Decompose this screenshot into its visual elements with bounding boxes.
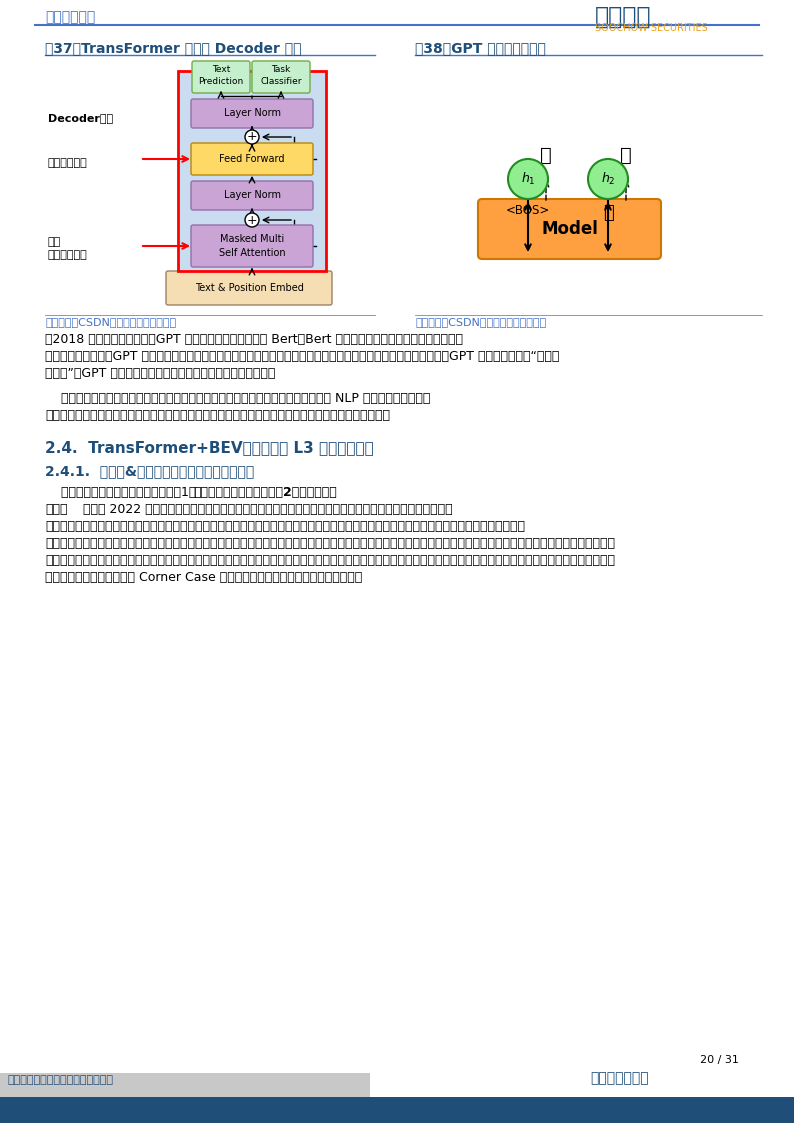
Text: 2.4.  TransFormer+BEV，加速推动 L3 智能驾驶落地: 2.4. TransFormer+BEV，加速推动 L3 智能驾驶落地 bbox=[45, 440, 374, 455]
FancyBboxPatch shape bbox=[478, 199, 661, 259]
Text: ?: ? bbox=[542, 179, 550, 193]
Text: 处理、语言处理、视频处理等多个维度的应用在不断的加强，也有望给整个汽车智能化趋势进一步赋能。: 处理、语言处理、视频处理等多个维度的应用在不断的加强，也有望给整个汽车智能化趋势… bbox=[45, 409, 390, 422]
FancyBboxPatch shape bbox=[191, 225, 313, 267]
Text: 2.4.1.  模块化&端到端，智能驾驶两大算法框架: 2.4.1. 模块化&端到端，智能驾驶两大算法框架 bbox=[45, 464, 254, 478]
FancyBboxPatch shape bbox=[252, 61, 310, 93]
Text: SOOCHOW SECURITIES: SOOCHOW SECURITIES bbox=[595, 22, 707, 33]
Text: 大模型的生成能力持续提升，结合前文提到的多模态的输入和输出能力，不仅仅在 NLP 领域，大模型在图像: 大模型的生成能力持续提升，结合前文提到的多模态的输入和输出能力，不仅仅在 NLP… bbox=[45, 392, 430, 405]
Text: +: + bbox=[247, 130, 257, 144]
Text: +: + bbox=[247, 213, 257, 227]
Text: 。截至 2022 年，业界采用最多的自动驾驶架构还是模块化自动驾驶系统，它的优点是整个架构非常简洁，: 。截至 2022 年，业界采用最多的自动驾驶架构还是模块化自动驾驶系统，它的优点… bbox=[83, 503, 453, 515]
Text: 东: 东 bbox=[603, 204, 614, 222]
Text: 东: 东 bbox=[540, 146, 552, 165]
Text: $h_2$: $h_2$ bbox=[601, 171, 615, 188]
Text: 前馈神经网络: 前馈神经网络 bbox=[48, 158, 88, 168]
Text: 通过感知层、决策规划层和执行控制层三层来解构整个系统的感知、决策和执行工作。同时，每一层还可以细分成不同的模块和子模块，这样对于: 通过感知层、决策规划层和执行控制层三层来解构整个系统的感知、决策和执行工作。同时… bbox=[45, 520, 525, 533]
Text: Text & Position Embed: Text & Position Embed bbox=[195, 283, 303, 293]
Text: 要人工设计所有的模块，并且受困于算力所限，无法对所有的子模块都采用深度学习网络进行升级。因此对于模块化自动驾驶系统，可能用很少的精力就能够解决大部分的自: 要人工设计所有的模块，并且受困于算力所限，无法对所有的子模块都采用深度学习网络进… bbox=[45, 554, 615, 567]
Text: Layer Norm: Layer Norm bbox=[223, 191, 280, 201]
Text: <BOS>: <BOS> bbox=[506, 204, 550, 217]
Text: 动驾驶场景，但是少部分的 Corner Case 会耗费大量的精力去进行一一的标准解决。: 动驾驶场景，但是少部分的 Corner Case 会耗费大量的精力去进行一一的标… bbox=[45, 570, 362, 584]
Text: $h_1$: $h_1$ bbox=[521, 171, 535, 188]
Text: Self Attention: Self Attention bbox=[218, 248, 285, 258]
Text: 多头自注意力: 多头自注意力 bbox=[48, 250, 88, 261]
Text: Feed Forward: Feed Forward bbox=[219, 154, 285, 164]
Text: Prediction: Prediction bbox=[198, 77, 244, 86]
Text: 自然语言生成任务，GPT 跳过自然语言理解任务，直接面向自然语言生成任务，但随着大模型参数和数据的不断增长，GPT 的技术路线开始“量变引: 自然语言生成任务，GPT 跳过自然语言理解任务，直接面向自然语言生成任务，但随着… bbox=[45, 350, 560, 363]
Text: Task: Task bbox=[272, 65, 291, 74]
Text: 数据来源：CSDN，东吴证券研究所绘制: 数据来源：CSDN，东吴证券研究所绘制 bbox=[45, 317, 176, 327]
Bar bbox=[0, 1072, 370, 1097]
Text: 行业深度报告: 行业深度报告 bbox=[45, 10, 95, 24]
Text: 图37：TransFormer 结构的 Decoder 部分: 图37：TransFormer 结构的 Decoder 部分 bbox=[45, 42, 302, 55]
Text: Text: Text bbox=[212, 65, 230, 74]
FancyBboxPatch shape bbox=[191, 99, 313, 128]
Text: 吴: 吴 bbox=[620, 146, 632, 165]
Text: 起质变”，GPT 所代表的生成式大模型逐步成为主流的技术路线。: 起质变”，GPT 所代表的生成式大模型逐步成为主流的技术路线。 bbox=[45, 367, 276, 380]
Text: Classifier: Classifier bbox=[260, 77, 302, 86]
Text: 模块化智能驾驶算法方案；2）端到端的解: 模块化智能驾驶算法方案；2）端到端的解 bbox=[193, 486, 337, 499]
Text: Decoder模块: Decoder模块 bbox=[48, 113, 113, 124]
Circle shape bbox=[508, 159, 548, 199]
Text: 掩码: 掩码 bbox=[48, 237, 61, 247]
FancyBboxPatch shape bbox=[191, 143, 313, 175]
Text: 每个模块的输出结果可以单独进行监控。在自动驾驶开发进程中，不同的子模块可以交由不同的团队来并行开发，有效提升开发效率。但是缺点就是系统非常复杂和庞大，需: 每个模块的输出结果可以单独进行监控。在自动驾驶开发进程中，不同的子模块可以交由不… bbox=[45, 537, 615, 550]
Bar bbox=[0, 1097, 794, 1123]
Text: 20 / 31: 20 / 31 bbox=[700, 1054, 739, 1065]
Text: 图38：GPT 模型预训练架构: 图38：GPT 模型预训练架构 bbox=[415, 42, 546, 55]
FancyBboxPatch shape bbox=[192, 61, 250, 93]
Text: 智能驾驶算法的框架主要有两大类：1）: 智能驾驶算法的框架主要有两大类：1） bbox=[45, 486, 196, 499]
FancyBboxPatch shape bbox=[166, 271, 332, 305]
Text: 东吴证券研究所: 东吴证券研究所 bbox=[590, 1071, 649, 1085]
Circle shape bbox=[588, 159, 628, 199]
Text: 决方案: 决方案 bbox=[45, 503, 67, 515]
Text: Masked Multi: Masked Multi bbox=[220, 234, 284, 244]
FancyBboxPatch shape bbox=[178, 71, 326, 271]
Text: 请务必阅读正文之后的免责声明部分: 请务必阅读正文之后的免责声明部分 bbox=[8, 1075, 114, 1085]
Text: Model: Model bbox=[541, 220, 598, 238]
Text: 数据来源：CSDN，东吴证券研究所绘制: 数据来源：CSDN，东吴证券研究所绘制 bbox=[415, 317, 546, 327]
Text:  2018 年刚刚推出的时候，GPT 的自然语言处理能力弱于 Bert，Bert 主要面对自然语言理解任务，然后完成:  2018 年刚刚推出的时候，GPT 的自然语言处理能力弱于 Bert，Bert… bbox=[45, 334, 463, 346]
Text: 东吴证券: 东吴证券 bbox=[595, 4, 652, 29]
FancyBboxPatch shape bbox=[191, 181, 313, 210]
Circle shape bbox=[245, 130, 259, 144]
Circle shape bbox=[245, 213, 259, 227]
Text: ?: ? bbox=[622, 179, 630, 193]
Text: Layer Norm: Layer Norm bbox=[223, 109, 280, 119]
